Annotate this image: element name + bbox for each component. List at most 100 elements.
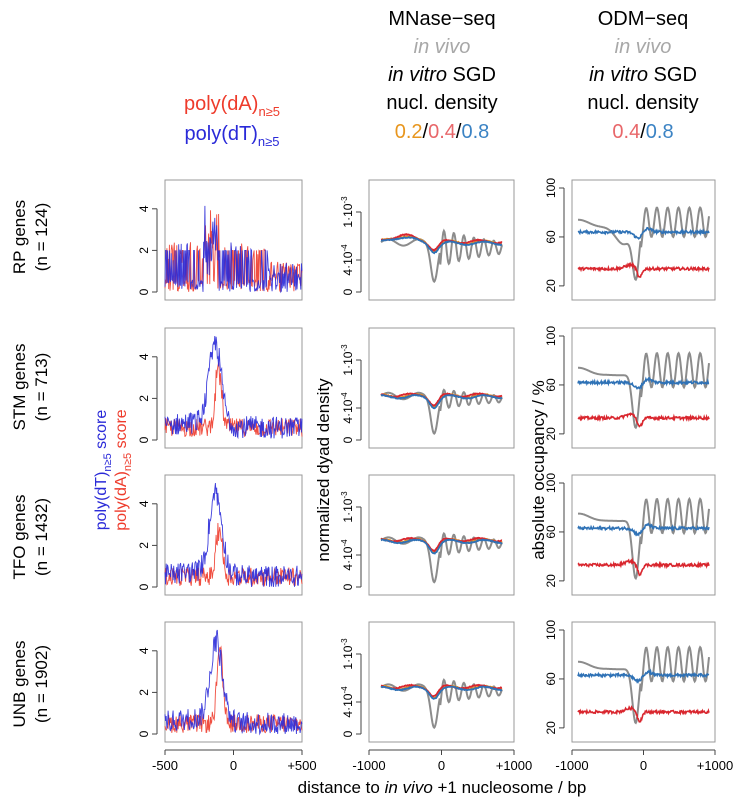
x-tick-label: 0 — [640, 758, 647, 773]
series-in-vivo-line — [578, 205, 710, 282]
polyT-label: poly(dT) — [185, 123, 258, 145]
series-d08-line — [577, 522, 710, 537]
y-tick-label: 60 — [544, 672, 558, 686]
series-in-vivo-line — [380, 228, 503, 284]
y-tick-label: 20 — [544, 574, 558, 588]
density-value-0.8: 0.8 — [461, 121, 489, 143]
mnase-in-vivo: in vivo — [414, 36, 471, 58]
y-tick-label: 60 — [544, 230, 558, 244]
panel-frame — [164, 327, 303, 449]
odm-in-vitro: in vitro SGD — [589, 64, 697, 86]
header-odm: ODM−seq in vivo in vitro SGD nucl. densi… — [587, 8, 698, 143]
row-label-stm-line2: (n = 713) — [32, 353, 51, 422]
row-label-tfo-line1: TFO genes — [10, 494, 29, 579]
series-d04-line — [380, 683, 503, 698]
y-tick-label: 0 — [137, 583, 151, 590]
odm-densities: 0.4/0.8 — [612, 121, 673, 143]
y-tick-label: 20 — [544, 427, 558, 441]
mnase-densities: 0.2/0.4/0.8 — [395, 121, 490, 143]
panel-frame — [164, 179, 303, 301]
density-separator: / — [423, 121, 429, 143]
panel-mnase-3: 0 4·10-4 1·10-3 -1000 0 +1000 — [340, 621, 532, 773]
y-tick-label-exp: -4 — [340, 539, 349, 547]
y-tick-label-base: 0 — [341, 288, 355, 295]
row-label-stm: STM genes (n = 713) — [10, 344, 51, 431]
y-tick-label: 0 — [341, 288, 355, 295]
y-tick-label: 0 — [137, 730, 151, 737]
row-label-rp-line2: (n = 124) — [32, 203, 51, 272]
series-polyT-line — [164, 629, 303, 736]
y-tick-label-base: 1·10 — [341, 203, 355, 227]
series-d08-line — [380, 685, 503, 700]
y-tick-label: 4·10-4 — [340, 244, 355, 276]
y-tick-label: 4·10-4 — [340, 686, 355, 718]
y-tick-label-base: 0 — [341, 730, 355, 737]
panel-frame — [164, 621, 303, 743]
y-tick-label-exp: -3 — [340, 196, 349, 204]
y-tick-label: 4 — [137, 353, 151, 360]
y-tick-label: 1·10-3 — [340, 196, 355, 228]
density-value-0.4: 0.4 — [428, 121, 456, 143]
row-labels: RP genes (n = 124) STM genes (n = 713) T… — [10, 200, 51, 728]
y-tick-label: 2 — [137, 247, 151, 254]
density-separator: / — [456, 121, 462, 143]
y-tick-label: 1·10-3 — [340, 491, 355, 523]
x-tick-label: 0 — [438, 758, 445, 773]
score-axis-label-dT: poly(dT)n≥5 score — [93, 410, 114, 531]
dyad-axis-label: normalized dyad density — [314, 378, 333, 562]
y-tick-label: 2 — [137, 689, 151, 696]
polyA-sub: n≥5 — [258, 104, 280, 119]
polyT-sub: n≥5 — [258, 134, 280, 149]
odm-in-vivo: in vivo — [615, 36, 672, 58]
density-separator: / — [640, 121, 646, 143]
row-label-tfo-line2: (n = 1432) — [32, 498, 51, 576]
y-tick-label: 0 — [137, 288, 151, 295]
y-tick-label-base: 4·10 — [341, 399, 355, 423]
y-tick-label-base: 1·10 — [341, 351, 355, 375]
row-label-unb-line2: (n = 1902) — [32, 645, 51, 723]
panel-frame — [368, 621, 515, 743]
series-d04-line — [380, 536, 503, 553]
score-dT-sub: n≥5 — [102, 453, 114, 471]
y-tick-label: 100 — [544, 620, 558, 640]
y-tick-label-exp: -4 — [340, 686, 349, 694]
mnase-in-vitro-italic: in vitro — [388, 64, 447, 86]
y-tick-label-base: 4·10 — [341, 693, 355, 717]
y-tick-label: 100 — [544, 326, 558, 346]
y-tick-label: 1·10-3 — [340, 344, 355, 376]
x-tick-label: 0 — [230, 758, 237, 773]
y-tick-label: 2 — [137, 542, 151, 549]
x-axis-label: distance to in vivo +1 nucleosome / bp — [298, 778, 587, 797]
y-tick-label: 2 — [137, 395, 151, 402]
y-tick-label: 4 — [137, 500, 151, 507]
y-tick-label: 4 — [137, 205, 151, 212]
y-tick-label-exp: -3 — [340, 638, 349, 646]
panel-mnase-0: 0 4·10-4 1·10-3 — [340, 179, 515, 301]
y-tick-label: 4·10-4 — [340, 539, 355, 571]
y-tick-label-exp: -4 — [340, 392, 349, 400]
row-label-tfo: TFO genes (n = 1432) — [10, 494, 51, 579]
y-tick-label: 20 — [544, 279, 558, 293]
mnase-density-label: nucl. density — [386, 92, 497, 114]
panel-poly-1: 0 2 4 — [137, 327, 303, 449]
panel-poly-2: 0 2 4 — [137, 474, 303, 596]
y-tick-label: 4 — [137, 647, 151, 654]
density-value-0.4: 0.4 — [612, 121, 640, 143]
header-polyA: poly(dA)n≥5 poly(dT)n≥5 — [184, 93, 280, 149]
polyA-label: poly(dA) — [184, 93, 258, 115]
row-label-unb-line1: UNB genes — [10, 641, 29, 728]
x-axis-suffix: +1 nucleosome / bp — [433, 778, 587, 797]
y-tick-label-base: 1·10 — [341, 645, 355, 669]
score-axis-label-dA: poly(dA)n≥5 score — [113, 409, 134, 531]
x-axis-italic: in vivo — [385, 778, 433, 797]
series-d08-line — [380, 236, 503, 255]
row-label-unb: UNB genes (n = 1902) — [10, 641, 51, 728]
y-tick-label: 0 — [341, 583, 355, 590]
y-tick-label: 100 — [544, 178, 558, 198]
series-d04-line — [577, 412, 710, 428]
panel-mnase-2: 0 4·10-4 1·10-3 — [340, 474, 515, 596]
x-tick-label: -1000 — [555, 758, 588, 773]
series-polyA-line — [164, 362, 303, 437]
y-tick-label: 1·10-3 — [340, 638, 355, 670]
